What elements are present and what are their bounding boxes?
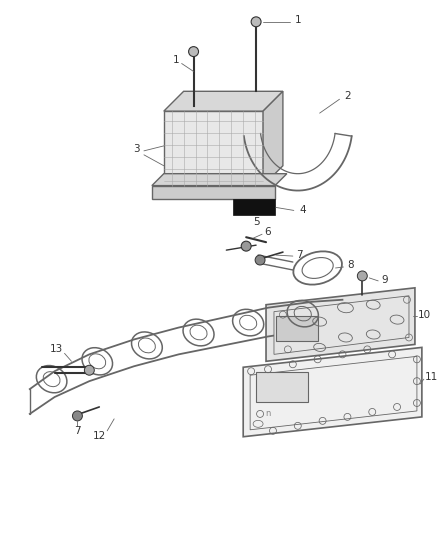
FancyBboxPatch shape [233, 199, 275, 215]
FancyBboxPatch shape [276, 316, 318, 342]
Text: 7: 7 [74, 426, 81, 436]
Text: 9: 9 [382, 275, 389, 285]
Circle shape [357, 271, 367, 281]
Text: 2: 2 [344, 91, 351, 101]
Polygon shape [152, 185, 275, 198]
Text: 1: 1 [294, 15, 301, 25]
Text: 12: 12 [93, 431, 106, 441]
Polygon shape [164, 91, 283, 111]
Text: 4: 4 [300, 205, 306, 215]
Polygon shape [243, 348, 422, 437]
Polygon shape [164, 111, 263, 185]
Polygon shape [250, 357, 417, 430]
Polygon shape [152, 174, 287, 185]
Text: 10: 10 [418, 310, 431, 320]
Polygon shape [274, 296, 409, 354]
Circle shape [72, 411, 82, 421]
Text: n: n [265, 409, 271, 418]
Circle shape [85, 365, 94, 375]
Text: 7: 7 [297, 250, 303, 260]
FancyBboxPatch shape [256, 372, 308, 402]
Text: 1: 1 [173, 54, 179, 64]
Circle shape [189, 46, 198, 56]
Text: 6: 6 [265, 227, 271, 237]
Polygon shape [263, 91, 283, 185]
Text: 5: 5 [253, 217, 259, 228]
Text: 11: 11 [425, 372, 438, 382]
Text: 8: 8 [347, 260, 354, 270]
Circle shape [241, 241, 251, 251]
Text: 13: 13 [50, 344, 63, 354]
Text: 3: 3 [133, 144, 139, 154]
Polygon shape [266, 288, 415, 361]
Circle shape [251, 17, 261, 27]
Circle shape [255, 255, 265, 265]
